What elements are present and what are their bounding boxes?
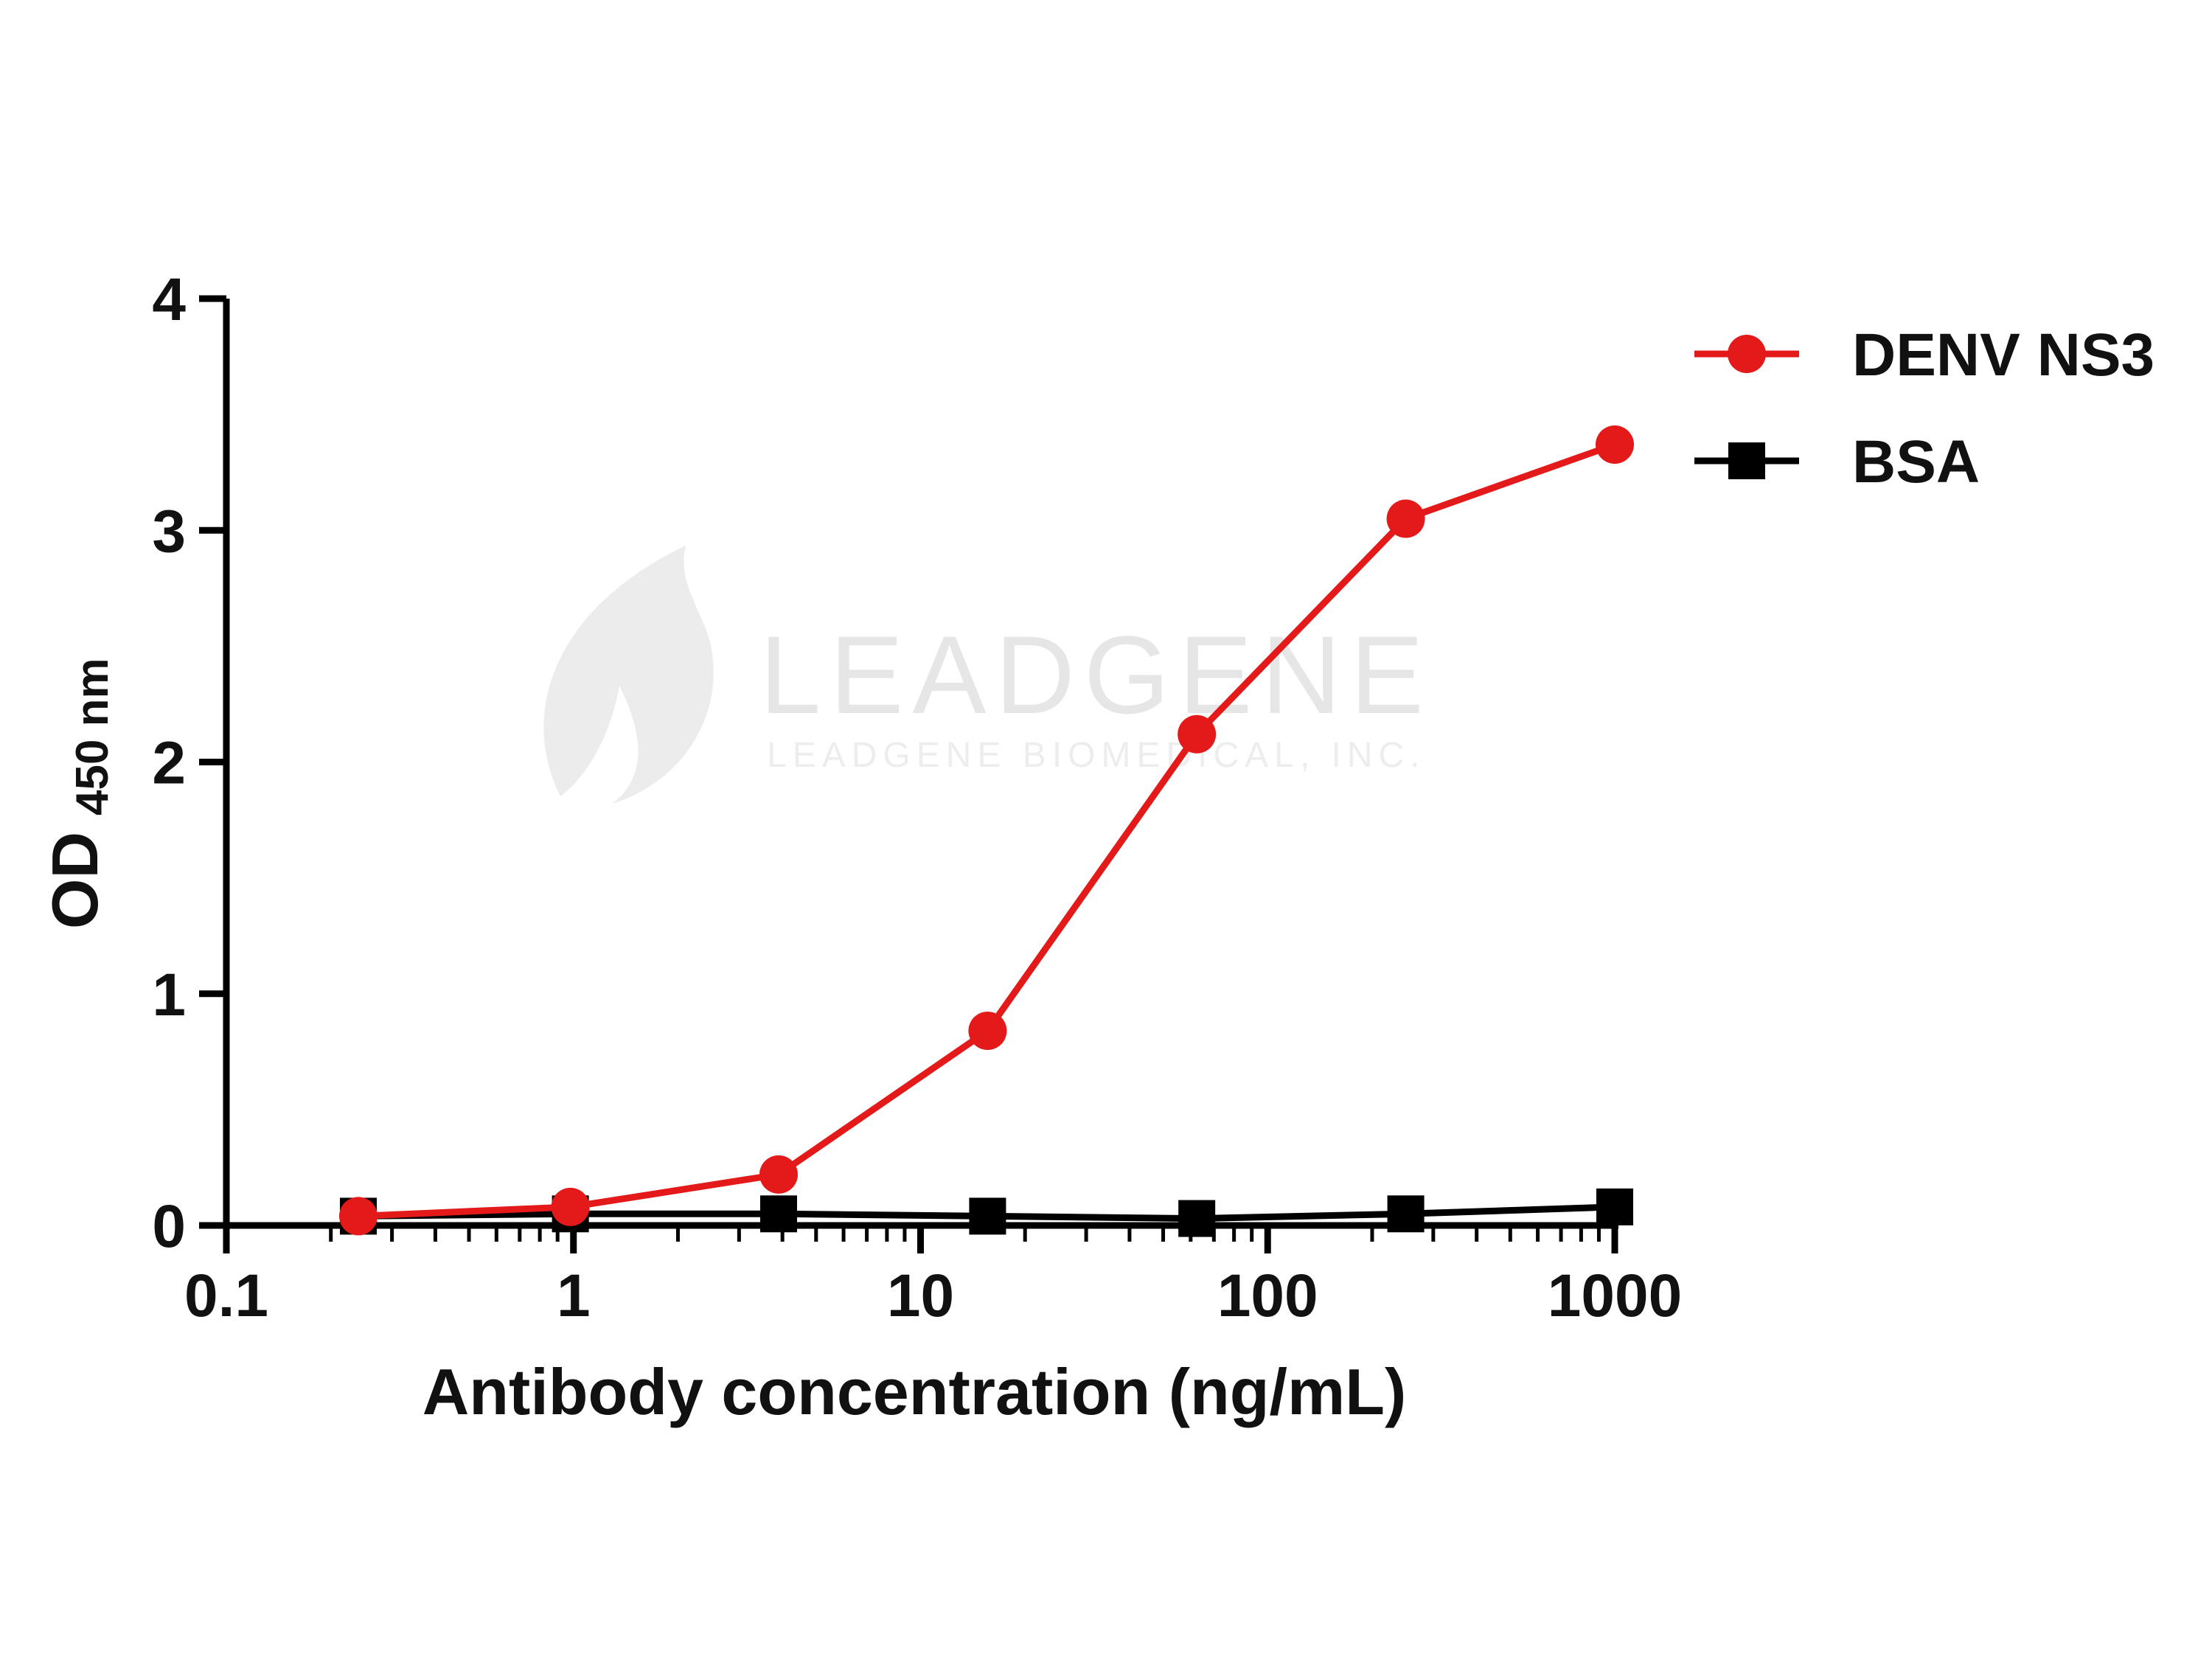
data-point <box>1596 425 1634 464</box>
axes: 0 1 2 3 4 0.1 1 10 100 1000 <box>152 266 1682 1329</box>
data-point <box>1386 499 1425 538</box>
watermark-logo-icon <box>543 546 714 804</box>
watermark-company: LEADGENE BIOMEDICAL, INC. <box>767 736 1426 775</box>
x-ticks: 0.1 1 10 100 1000 <box>184 1225 1682 1329</box>
x-tick-label: 0.1 <box>184 1262 268 1329</box>
x-tick-label: 10 <box>887 1262 954 1329</box>
data-point <box>969 1197 1006 1235</box>
data-point <box>338 1197 378 1236</box>
data-point <box>759 1195 797 1233</box>
legend-marker <box>1728 335 1766 373</box>
y-axis-title: OD 450 nm <box>38 658 118 929</box>
legend-label: DENV NS3 <box>1852 321 2154 389</box>
svg-text:OD450 nm: OD 450 nm <box>38 658 118 929</box>
watermark: LEADGENE LEADGENE BIOMEDICAL, INC. <box>543 546 1433 804</box>
x-axis-title: Antibody concentration (ng/mL) <box>422 1355 1407 1428</box>
data-point <box>551 1187 590 1226</box>
data-point <box>1178 1200 1216 1237</box>
y-axis-title-main: OD <box>38 832 111 929</box>
x-tick-label: 1000 <box>1548 1262 1682 1329</box>
y-ticks: 0 1 2 3 4 <box>152 266 226 1260</box>
y-axis-title-sub: 450 nm <box>67 658 118 815</box>
data-point <box>968 1012 1007 1051</box>
legend: DENV NS3 BSA <box>1694 321 2154 495</box>
y-tick-label: 4 <box>152 266 186 333</box>
series-line <box>358 441 1616 1220</box>
y-tick-label: 2 <box>152 730 186 797</box>
x-tick-label: 100 <box>1217 1262 1318 1329</box>
legend-item: DENV NS3 <box>1694 321 2154 389</box>
series-denv-ns3 <box>338 425 1634 1236</box>
series-bsa <box>339 1188 1633 1237</box>
data-point <box>1178 714 1217 754</box>
data-point <box>1387 1195 1425 1233</box>
series-layer <box>338 425 1634 1237</box>
data-point <box>759 1155 798 1194</box>
y-tick-label: 1 <box>152 961 186 1029</box>
watermark-brand: LEADGENE <box>759 613 1433 737</box>
y-tick-label: 0 <box>152 1193 186 1260</box>
legend-label: BSA <box>1852 428 1980 495</box>
y-tick-label: 3 <box>152 498 186 565</box>
legend-marker <box>1728 442 1765 479</box>
x-tick-label: 1 <box>557 1262 591 1329</box>
data-point <box>1596 1188 1633 1225</box>
legend-item: BSA <box>1694 428 1980 495</box>
